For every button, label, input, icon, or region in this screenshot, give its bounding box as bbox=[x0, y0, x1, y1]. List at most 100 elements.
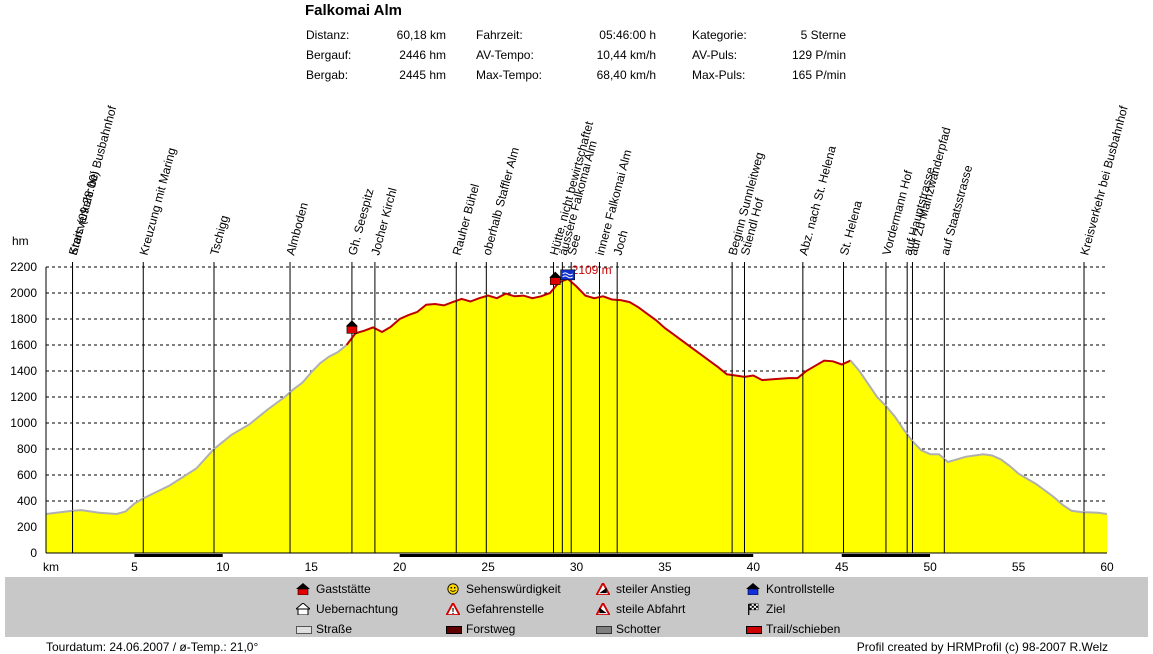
gravel-icon bbox=[596, 626, 612, 634]
checkpoint-icon-waves bbox=[562, 272, 573, 279]
surface-segment bbox=[134, 554, 223, 557]
checkpoint-icon bbox=[560, 269, 575, 281]
legend-label: Gefahrenstelle bbox=[466, 602, 545, 616]
waypoint-label: oberhalb Staffler Alm bbox=[480, 146, 522, 257]
legend-label: Sehenswürdigkeit bbox=[466, 582, 561, 596]
stat-value: 2446 hm bbox=[399, 48, 446, 62]
steep-climb-icon bbox=[596, 583, 610, 595]
max-elevation-label: 2109 m bbox=[572, 263, 612, 277]
footer-credits: Profil created by HRMProfil (c) 98-2007 … bbox=[856, 640, 1108, 654]
profile-outline-road bbox=[849, 359, 1108, 515]
legend-label: Gaststätte bbox=[316, 582, 371, 596]
waypoint-label: St. Helena bbox=[837, 199, 865, 257]
legend-label: Trail/schieben bbox=[766, 622, 841, 636]
legend-item: steiler Anstieg bbox=[596, 582, 691, 596]
elevation-area bbox=[46, 278, 1107, 553]
road-icon bbox=[296, 626, 312, 634]
steep-descent-icon bbox=[596, 603, 610, 615]
y-tick-label: 800 bbox=[17, 442, 37, 456]
legend-item: steile Abfahrt bbox=[596, 602, 686, 616]
trail-icon bbox=[746, 626, 762, 634]
legend-label: Schotter bbox=[616, 622, 661, 636]
legend-item: ! Gefahrenstelle bbox=[446, 602, 545, 616]
legend-label: steile Abfahrt bbox=[616, 602, 686, 616]
gaststaette-icon bbox=[345, 320, 358, 334]
surface-segment bbox=[753, 554, 842, 557]
y-tick-label: 1000 bbox=[10, 416, 37, 430]
gaststaette-icon-roof bbox=[345, 320, 358, 327]
gaststaette-icon bbox=[549, 271, 562, 285]
legend-label: Kontrollstelle bbox=[766, 582, 835, 596]
surface-segment bbox=[930, 554, 1107, 557]
stat-value: 129 P/min bbox=[791, 48, 846, 62]
surface-segment bbox=[222, 554, 400, 557]
waypoint-label: Kreisverkehr bei Busbahnhof bbox=[66, 104, 120, 257]
y-tick-label: 1600 bbox=[10, 338, 37, 352]
x-tick-label: 60 bbox=[1100, 560, 1114, 574]
waypoint-label: Abz. nach St. Helena bbox=[796, 144, 839, 257]
stat-label: Fahrzeit: bbox=[476, 28, 523, 42]
y-tick-label: 1400 bbox=[10, 364, 37, 378]
y-tick-label: 1200 bbox=[10, 390, 37, 404]
stat-value: 68,40 km/h bbox=[596, 68, 656, 82]
footer-tour-info: Tourdatum: 24.06.2007 / ø-Temp.: 21,0° bbox=[46, 640, 259, 654]
finish-flag-icon bbox=[748, 603, 759, 615]
y-axis-label: hm bbox=[12, 234, 29, 248]
waypoint-label: See bbox=[565, 232, 584, 257]
svg-text:!: ! bbox=[452, 606, 455, 615]
gaststaette-icon-body bbox=[346, 325, 358, 334]
stat-label: AV-Tempo: bbox=[476, 48, 534, 62]
stat-label: Bergauf: bbox=[306, 48, 352, 62]
stat-label: AV-Puls: bbox=[692, 48, 738, 62]
y-tick-label: 200 bbox=[17, 520, 37, 534]
stat-label: Max-Puls: bbox=[692, 68, 746, 82]
stat-value: 2445 hm bbox=[399, 68, 446, 82]
surface-segment bbox=[399, 554, 754, 557]
waypoint-label: Joch bbox=[611, 229, 631, 257]
legend-item: Straße bbox=[296, 622, 353, 636]
warning-icon: ! bbox=[446, 603, 460, 615]
stat-value: 5 Sterne bbox=[800, 28, 846, 42]
waypoint-label: Tschigg bbox=[207, 214, 231, 257]
surface-segment bbox=[841, 554, 931, 557]
y-tick-label: 0 bbox=[30, 546, 37, 560]
x-tick-label: 40 bbox=[747, 560, 761, 574]
x-tick-label: 50 bbox=[923, 560, 937, 574]
gaststaette-icon-roof bbox=[549, 271, 562, 278]
checkpoint-icon bbox=[746, 583, 760, 595]
profile-outline-road bbox=[45, 344, 348, 516]
house-red-icon bbox=[296, 583, 310, 595]
stat-label: Distanz: bbox=[306, 28, 350, 42]
y-tick-label: 400 bbox=[17, 494, 37, 508]
waypoint-label: Kreisverkehr bei Busbahnhof bbox=[1077, 104, 1131, 257]
stat-value: 05:46:00 h bbox=[599, 28, 656, 42]
legend-label: Ziel bbox=[766, 602, 786, 616]
y-tick-label: 2200 bbox=[10, 260, 37, 274]
chart-title: Falkomai Alm bbox=[305, 2, 402, 19]
gaststaette-icon-body bbox=[549, 277, 561, 285]
legend-item: Trail/schieben bbox=[746, 622, 841, 636]
house-bed-icon bbox=[296, 603, 310, 615]
legend-label: Uebernachtung bbox=[316, 602, 399, 616]
waypoint-label: auf Staatsstrasse bbox=[938, 163, 976, 256]
x-tick-label: 10 bbox=[216, 560, 230, 574]
stat-value: 10,44 km/h bbox=[596, 48, 656, 62]
waypoint-label: Kreuzung mit Maring bbox=[137, 146, 179, 257]
x-tick-label: 30 bbox=[570, 560, 584, 574]
y-tick-label: 1800 bbox=[10, 312, 37, 326]
x-tick-label: 25 bbox=[481, 560, 495, 574]
x-tick-label: 15 bbox=[305, 560, 319, 574]
legend-item: Schotter bbox=[596, 622, 661, 636]
checkpoint-icon-body bbox=[560, 269, 575, 281]
elevation-profile-chart: hm km 0 200 400 600 800 1000 1200 1400 1600 1800 2… bbox=[10, 104, 1131, 574]
stat-value: 165 P/min bbox=[791, 68, 846, 82]
surface-segment bbox=[46, 554, 135, 557]
legend-label: Straße bbox=[316, 622, 353, 636]
legend-label: steiler Anstieg bbox=[616, 582, 691, 596]
y-tick-label: 600 bbox=[17, 468, 37, 482]
x-tick-label: 45 bbox=[835, 560, 849, 574]
legend-item: Sehenswürdigkeit bbox=[447, 582, 561, 596]
waypoint-label: Almboden bbox=[283, 201, 311, 257]
stat-label: Bergab: bbox=[306, 68, 349, 82]
smiley-icon bbox=[447, 583, 459, 595]
